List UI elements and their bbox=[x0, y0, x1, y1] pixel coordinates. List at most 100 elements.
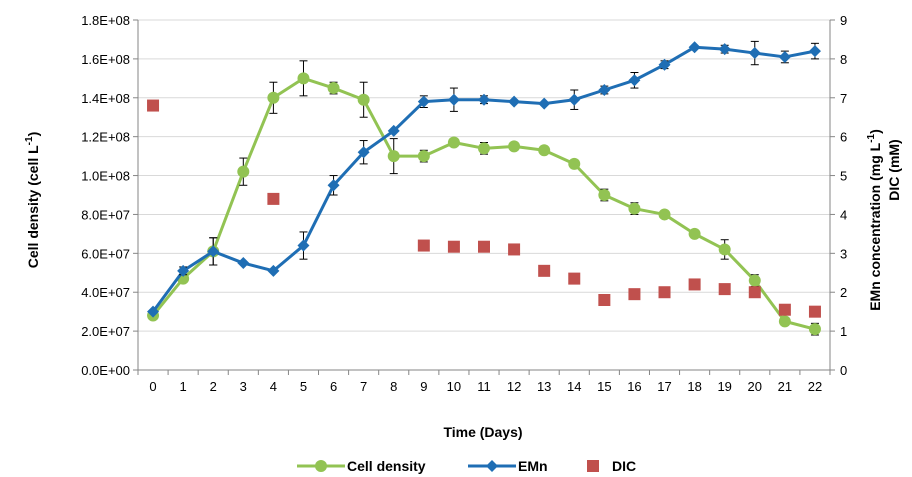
cell-density-point bbox=[538, 144, 551, 157]
emn-point bbox=[808, 45, 821, 58]
legend-dic-marker bbox=[587, 460, 599, 472]
y-left-tick-label: 1.4E+08 bbox=[81, 91, 130, 106]
x-tick-label: 18 bbox=[687, 379, 701, 394]
series-layer bbox=[147, 40, 821, 336]
legend-emn-label: EMn bbox=[518, 458, 548, 474]
dic-point bbox=[778, 303, 791, 316]
x-tick-label: 2 bbox=[210, 379, 217, 394]
legend-dic-label: DIC bbox=[612, 458, 636, 474]
emn-point bbox=[718, 43, 731, 56]
x-tick-label: 12 bbox=[507, 379, 521, 394]
cell-density-point bbox=[267, 91, 280, 104]
y-right-tick-label: 8 bbox=[840, 52, 847, 67]
cell-density-point bbox=[327, 82, 340, 95]
x-tick-label: 3 bbox=[240, 379, 247, 394]
dic-point bbox=[568, 272, 581, 285]
emn-point bbox=[598, 84, 611, 96]
y-right-tick-label: 7 bbox=[840, 91, 847, 106]
dic-point bbox=[748, 286, 761, 299]
x-tick-label: 1 bbox=[180, 379, 187, 394]
x-tick-label: 17 bbox=[657, 379, 671, 394]
cell-density-point bbox=[478, 142, 490, 155]
cell-density-point bbox=[568, 157, 581, 170]
dic-point bbox=[598, 294, 611, 306]
emn-point bbox=[297, 239, 310, 252]
emn-point bbox=[658, 58, 671, 71]
dic-point bbox=[417, 239, 430, 252]
cell-density-point bbox=[387, 150, 400, 163]
dic-point bbox=[508, 243, 521, 256]
cell-density-point bbox=[417, 150, 430, 163]
cell-density-point bbox=[297, 72, 310, 85]
x-tick-label: 8 bbox=[390, 379, 397, 394]
x-tick-label: 5 bbox=[300, 379, 307, 394]
cell-density-point bbox=[688, 227, 701, 240]
emn-point bbox=[778, 50, 791, 63]
emn-point bbox=[538, 97, 551, 110]
emn-point bbox=[207, 245, 220, 258]
x-tick-label: 15 bbox=[597, 379, 611, 394]
cell-density-point bbox=[357, 93, 370, 106]
y-left-tick-label: 1.6E+08 bbox=[81, 52, 130, 67]
emn-point bbox=[177, 264, 190, 277]
y-left-tick-label: 8.0E+07 bbox=[81, 207, 130, 222]
dic-point bbox=[688, 278, 701, 291]
emn-point bbox=[748, 47, 761, 60]
y-left-tick-label: 0.0E+00 bbox=[81, 363, 130, 378]
y-right-axis-title-emn: EMn concentration (mg L-1) bbox=[866, 129, 883, 311]
x-tick-label: 22 bbox=[808, 379, 822, 394]
emn-line bbox=[151, 45, 816, 313]
y-left-tick-label: 1.0E+08 bbox=[81, 169, 130, 184]
y-left-tick-labels: 0.0E+00 2.0E+07 4.0E+07 6.0E+07 8.0E+07 1.0E+… bbox=[81, 13, 130, 378]
gridlines bbox=[138, 19, 830, 332]
x-tick-label: 14 bbox=[567, 379, 581, 394]
emn-point bbox=[387, 124, 400, 137]
x-tick-label: 4 bbox=[270, 379, 277, 394]
x-tick-label: 6 bbox=[330, 379, 337, 394]
dic-point bbox=[447, 240, 460, 253]
y-right-tick-labels: 0 1 2 3 4 5 6 7 8 9 bbox=[840, 13, 847, 378]
y-left-tick-label: 2.0E+07 bbox=[81, 324, 130, 339]
y-left-axis-title: Cell density (cell L-1) bbox=[24, 132, 41, 269]
dic-point bbox=[658, 286, 671, 299]
y-left-tick-label: 1.2E+08 bbox=[81, 130, 130, 145]
emn-point bbox=[628, 74, 641, 87]
cell-density-point bbox=[808, 323, 821, 336]
x-tick-label: 11 bbox=[477, 379, 491, 394]
x-tick-label: 9 bbox=[420, 379, 427, 394]
y-left-tick-label: 4.0E+07 bbox=[81, 285, 130, 300]
dic-point bbox=[267, 192, 280, 205]
emn-point bbox=[267, 264, 280, 277]
emn-point bbox=[688, 41, 701, 54]
x-tick-label: 21 bbox=[778, 379, 792, 394]
emn-point bbox=[478, 93, 490, 106]
cell-density-line bbox=[151, 76, 816, 331]
x-tick-label: 0 bbox=[149, 379, 156, 394]
cell-density-point bbox=[628, 202, 641, 215]
y-right-tick-label: 2 bbox=[840, 285, 847, 300]
x-tick-label: 7 bbox=[360, 379, 367, 394]
x-tick-labels: 0 1 2 3 4 5 6 7 8 9 10 11 12 13 14 15 16 17 18 19 20 21 22 bbox=[149, 379, 822, 394]
cell-density-point bbox=[237, 165, 250, 178]
x-tick-label: 13 bbox=[537, 379, 551, 394]
cell-density-point bbox=[718, 243, 731, 256]
x-axis-title: Time (Days) bbox=[443, 424, 522, 440]
cell-density-point bbox=[658, 208, 671, 221]
x-tick-label: 20 bbox=[748, 379, 762, 394]
axes bbox=[133, 19, 835, 375]
y-right-tick-label: 9 bbox=[840, 13, 847, 28]
x-tick-label: 16 bbox=[627, 379, 641, 394]
cell-density-point bbox=[447, 136, 460, 149]
dic-point bbox=[147, 99, 160, 112]
emn-point bbox=[447, 93, 460, 106]
legend-emn-marker bbox=[486, 460, 498, 472]
dic-point bbox=[628, 288, 641, 301]
x-tick-label: 19 bbox=[717, 379, 731, 394]
cell-density-point bbox=[748, 274, 761, 287]
dic-point bbox=[538, 264, 551, 277]
y-right-axis-title-dic: DIC (mM) bbox=[886, 139, 902, 200]
emn-point bbox=[357, 146, 370, 159]
emn-point bbox=[327, 179, 340, 192]
x-tick-label: 10 bbox=[447, 379, 461, 394]
